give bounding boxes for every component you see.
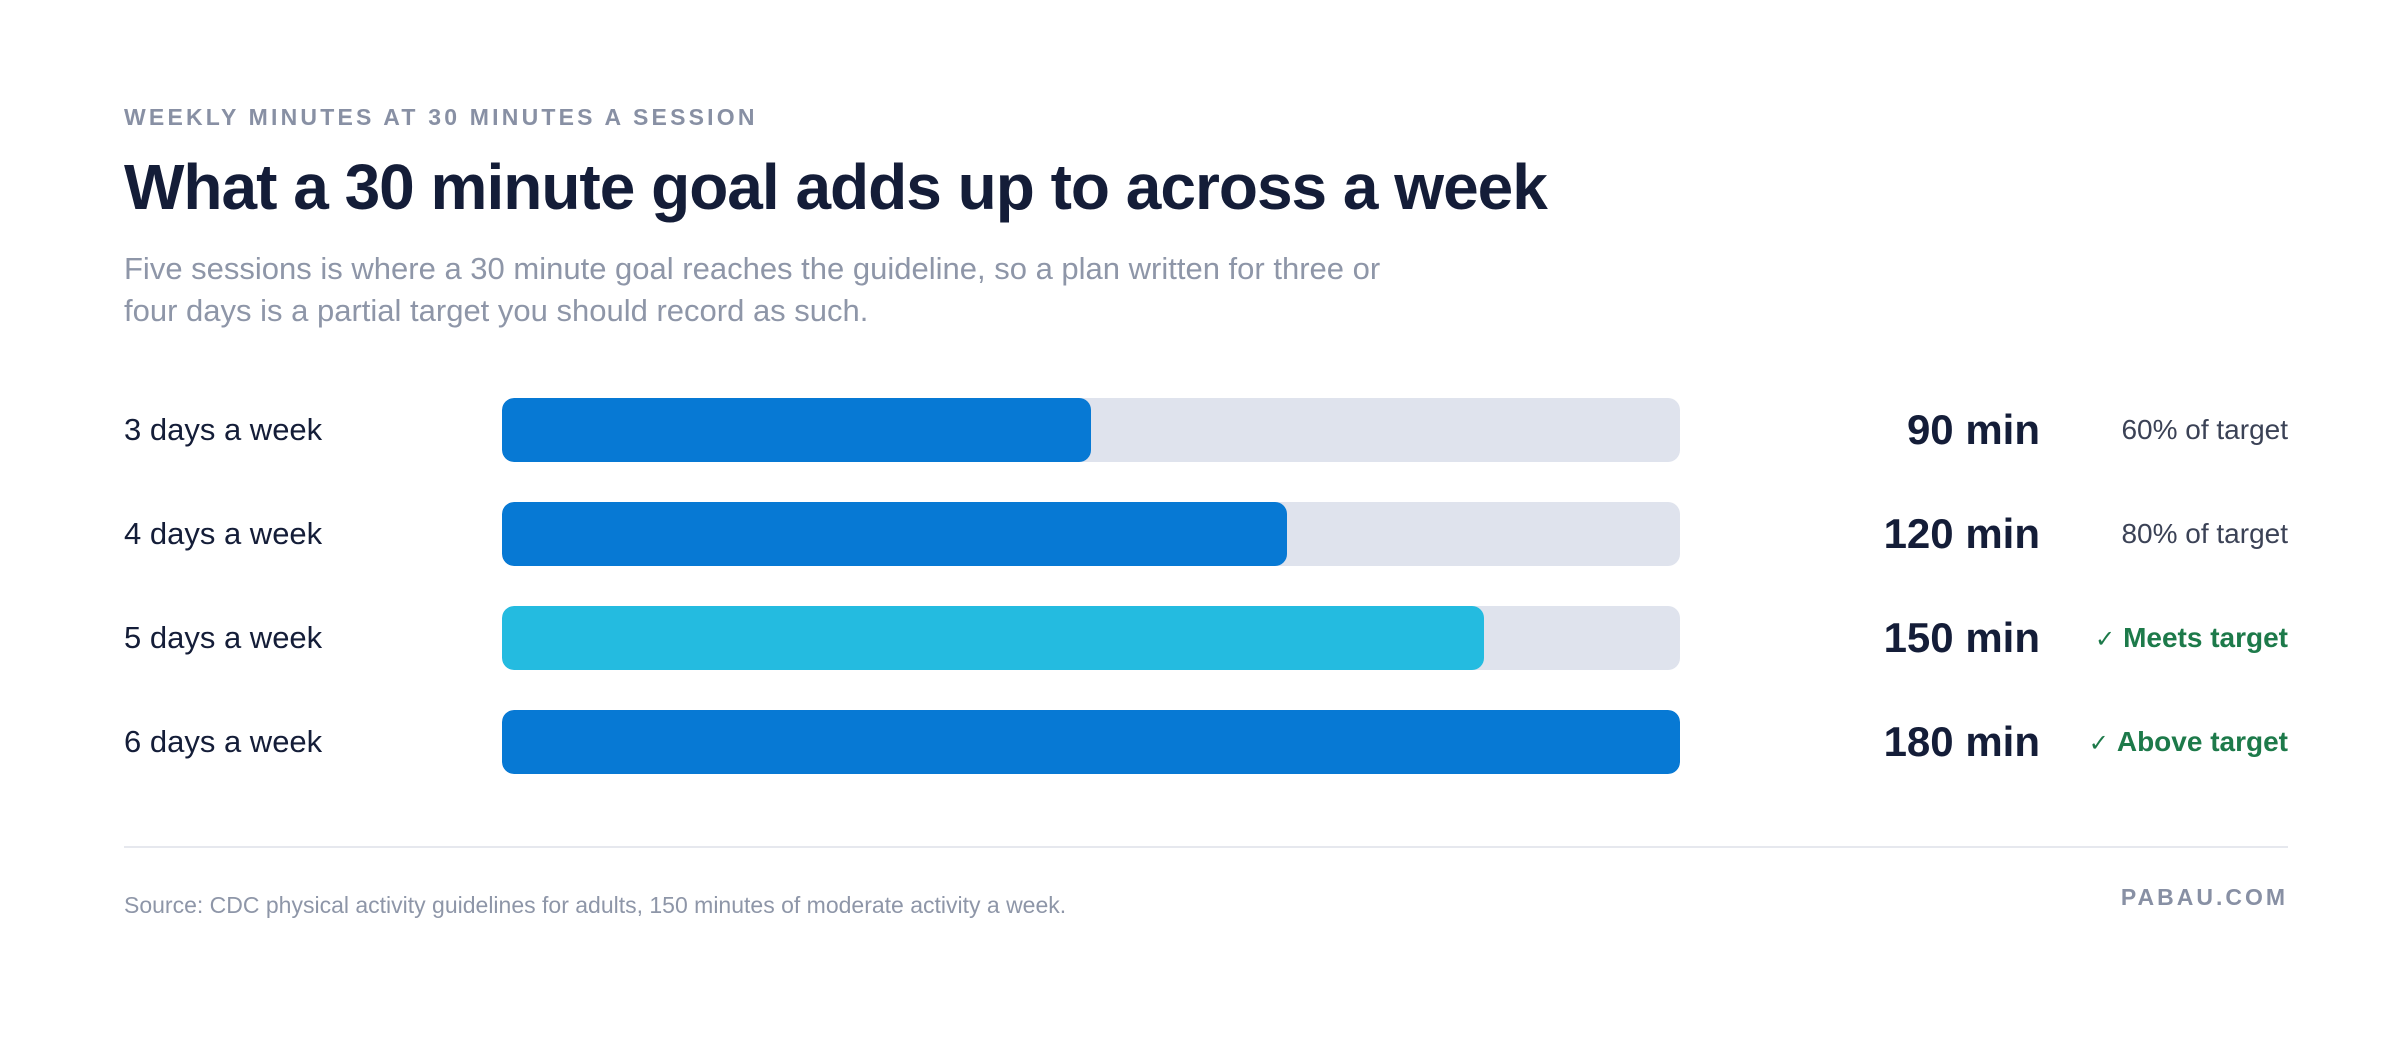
target-status: 80% of target: [2121, 502, 2288, 566]
value-label: 90 min: [1906, 406, 2040, 453]
bar-track: [502, 710, 1680, 774]
target-status-text: Above target: [2116, 726, 2288, 757]
value-label: 120 min: [1883, 510, 2040, 557]
bar-row: 5 days a week 150 min ✓ Meets target: [124, 606, 2288, 670]
target-status-text: Meets target: [2123, 622, 2288, 653]
bar-row: 4 days a week 120 min 80% of target: [124, 502, 2288, 566]
source-note: Source: CDC physical activity guidelines…: [124, 892, 1067, 918]
brand-logo-text: PABAU.COM: [2120, 884, 2288, 910]
bar: [502, 502, 1288, 566]
bar-row: 6 days a week 180 min ✓ Above target: [124, 710, 2288, 774]
bar-track: [502, 606, 1680, 670]
footer-divider: [124, 846, 2288, 848]
chart-eyebrow: WEEKLY MINUTES AT 30 MINUTES A SESSION: [124, 104, 758, 130]
chart-title: What a 30 minute goal adds up to across …: [124, 151, 1548, 223]
check-icon: ✓: [2088, 730, 2109, 757]
bar: [502, 398, 1091, 462]
category-label: 3 days a week: [124, 412, 323, 447]
target-status: ✓ Above target: [2089, 710, 2288, 774]
bar: [502, 710, 1680, 774]
check-icon: ✓: [2094, 626, 2116, 653]
category-label: 4 days a week: [124, 516, 323, 551]
value-label: 150 min: [1883, 614, 2040, 661]
chart-subtitle: Five sessions is where a 30 minute goal …: [124, 251, 1381, 328]
value-label: 180 min: [1883, 718, 2040, 765]
bar-track: [502, 502, 1680, 566]
bar-track: [502, 398, 1680, 462]
bar-row: 3 days a week 90 min 60% of target: [124, 398, 2288, 462]
bar-chart: 3 days a week 90 min 60% of target 4 days a…: [124, 398, 2288, 814]
category-label: 6 days a week: [124, 724, 323, 759]
target-status: ✓ Meets target: [2095, 606, 2288, 670]
target-status-text: 80% of target: [2121, 518, 2288, 549]
category-label: 5 days a week: [124, 620, 323, 655]
target-status-text: 60% of target: [2121, 414, 2288, 445]
target-status: 60% of target: [2121, 398, 2288, 462]
bar: [502, 606, 1484, 670]
